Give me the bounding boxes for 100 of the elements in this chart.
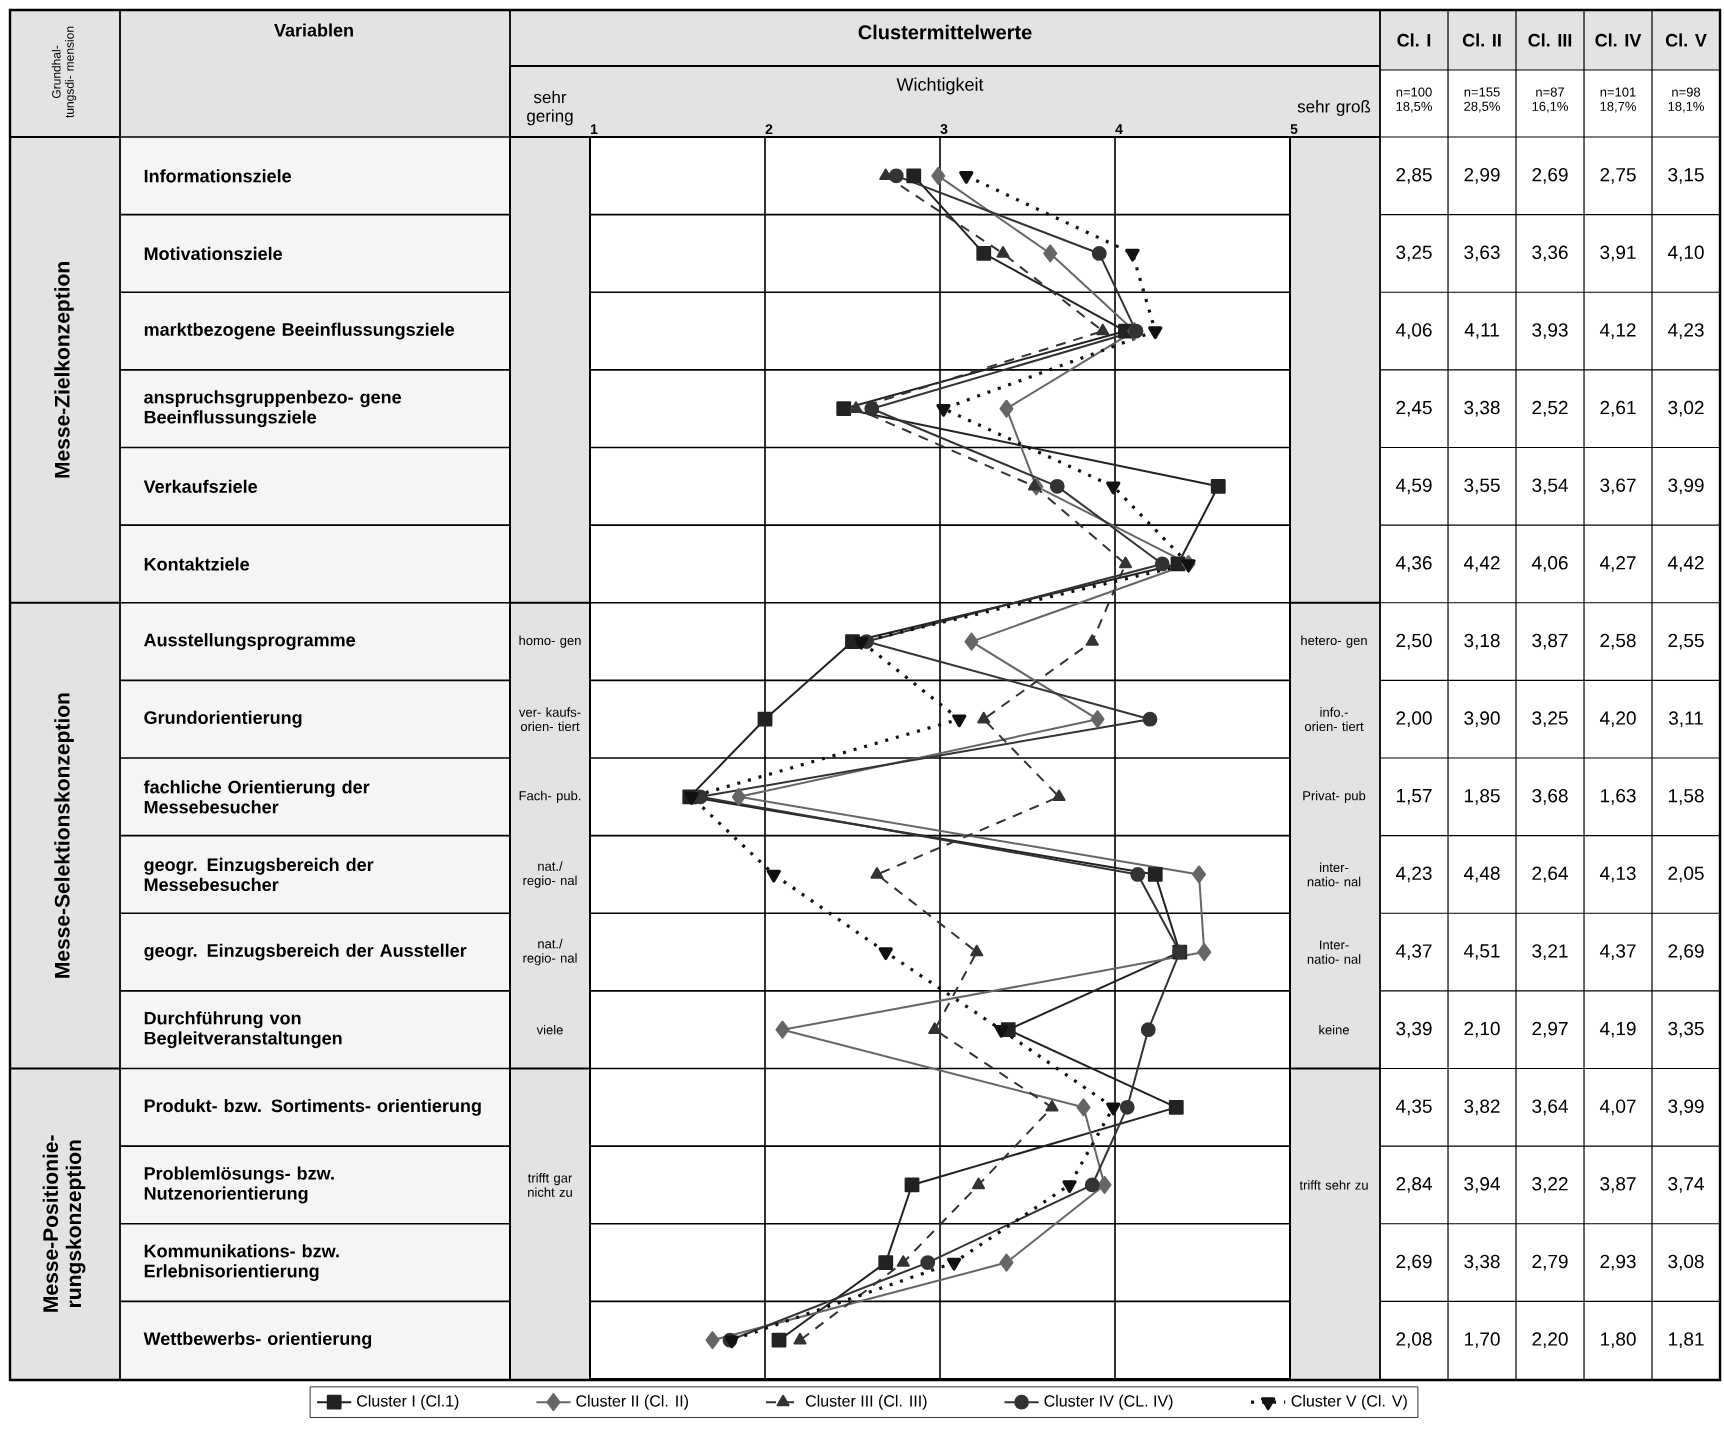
data-label: 2,45 [1396,400,1432,417]
data-label: 3,39 [1396,1021,1432,1038]
y-tick-label: Ausstellungsprogramme [144,633,356,651]
y-tick-label: marktbezogene Beeinflussungsziele [144,322,455,340]
y-tick-label: Verkaufsziele [143,479,258,493]
data-label: 1,57 [1396,789,1432,805]
data-label: 3,22 [1532,1177,1568,1193]
data-label: 3,67 [1600,478,1636,495]
data-label: 4,10 [1667,245,1704,262]
y-tick-label: Kommunikations- bzw. Erlebnisorientierung [144,1244,339,1282]
legend-label: Cluster I (Cl.1) [357,1394,459,1410]
text: Variablen [274,23,353,37]
text: Messe-Zielkonzeption [54,262,74,478]
text: Messe-Selektionskonzeption [54,693,74,978]
data-label: 4,06 [1531,556,1568,572]
y-tick-label: Durchführung von Begleitveranstaltungen [144,1011,342,1049]
data-label: 4,23 [1667,323,1704,339]
data-label: 4,23 [1395,866,1432,883]
data-label: 3,91 [1600,245,1636,262]
data-label: 3,08 [1668,1254,1704,1271]
data-label: 3,82 [1464,1099,1500,1116]
data-label: 4,12 [1599,323,1636,339]
data-label: 3,99 [1668,478,1704,495]
data-label: 2,99 [1464,167,1500,184]
y-tick-label: Kontaktziele [144,557,250,571]
data-label: 3,35 [1668,1021,1704,1038]
data-label: 4,48 [1463,866,1500,883]
data-label: 4,19 [1599,1021,1636,1038]
data-label: 2,50 [1396,633,1432,650]
data-label: 2,20 [1532,1332,1568,1349]
text: Messe-Positionie- rungskonzeption [42,1135,86,1312]
data-label: 4,11 [1464,323,1499,339]
text: Cl. II [1462,33,1501,47]
data-label: 3,64 [1532,1099,1568,1116]
y-tick-label: Produkt- bzw. Sortiments- orientierung [144,1098,481,1116]
text: Cl. III [1528,33,1572,47]
y-tick-label: geogr. Einzugsbereich der Messebesucher [144,857,374,892]
data-label: 4,42 [1463,556,1500,572]
legend-label: Cluster IV (CL. IV) [1044,1394,1173,1410]
data-label: 3,55 [1464,478,1500,495]
data-label: 4,51 [1463,944,1500,960]
data-label: 3,74 [1668,1177,1704,1193]
data-label: 2,58 [1600,633,1636,650]
data-label: 3,99 [1668,1099,1704,1116]
data-label: 2,75 [1600,167,1636,184]
legend-label: Cluster II (Cl. II) [576,1394,688,1410]
data-label: 3,36 [1532,245,1568,262]
data-label: 1,58 [1668,788,1704,805]
data-label: 2,93 [1600,1254,1636,1271]
data-label: 1,81 [1668,1332,1704,1349]
data-label: 2,05 [1668,866,1704,883]
y-tick-label: Informationsziele [144,169,292,183]
data-label: 4,37 [1599,944,1636,960]
data-label: 4,20 [1599,711,1636,728]
chart-title: Clustermittelwerte [858,24,1032,40]
text: Cl. I [1397,33,1431,47]
data-label: 3,38 [1464,1254,1500,1271]
y-tick-label: Wettbewerbs- orientierung [143,1331,372,1349]
data-label: 2,69 [1668,944,1704,960]
data-label: 2,69 [1396,1254,1432,1271]
y-tick-label: Motivationsziele [144,246,283,261]
data-label: 3,02 [1668,400,1704,417]
text: Cl. IV [1595,33,1642,47]
data-label: 2,64 [1532,866,1568,883]
y-tick-label: Problemlösungs- bzw. Nutzenorientierung [144,1166,334,1204]
x-axis-title: Wichtigkeit [896,77,984,95]
data-label: 4,06 [1395,323,1432,339]
y-tick-label: fachliche Orientierung der Messebesucher [143,780,370,814]
data-label: 1,85 [1464,788,1500,805]
text: Cl. V [1665,33,1707,47]
data-label: 4,37 [1395,944,1432,960]
text: sehr groß [1297,100,1371,116]
data-label: 3,54 [1532,478,1568,495]
y-tick-label: Grundorientierung [144,710,302,728]
data-label: 3,15 [1668,167,1704,184]
data-label: 3,11 [1668,711,1703,728]
data-label: 4,59 [1395,478,1432,495]
data-label: 3,25 [1532,711,1568,728]
data-label: 2,00 [1396,711,1432,728]
data-label: 2,10 [1464,1021,1500,1038]
data-label: 4,42 [1667,556,1704,572]
data-label: 4,36 [1395,556,1432,572]
data-label: 3,68 [1532,788,1568,805]
data-label: 3,93 [1532,323,1568,339]
data-label: 4,27 [1599,556,1636,572]
data-label: 3,87 [1600,1177,1636,1193]
data-label: 2,85 [1396,167,1432,184]
data-label: 2,97 [1532,1021,1568,1038]
data-label: 3,94 [1464,1177,1500,1193]
data-label: 4,13 [1599,866,1636,883]
data-label: 2,79 [1532,1254,1568,1271]
data-label: 4,07 [1599,1099,1636,1116]
legend-label: Cluster V (Cl. V) [1291,1394,1407,1410]
data-label: 2,69 [1532,167,1568,184]
y-tick-label: anspruchsgruppenbezo- gene Beeinflussungsziele [144,390,402,428]
legend-label: Cluster III (Cl. III) [805,1394,927,1410]
data-label: 1,70 [1464,1332,1500,1349]
data-label: 3,21 [1532,944,1568,960]
data-label: 1,63 [1600,788,1636,805]
data-label: 4,35 [1395,1099,1432,1116]
